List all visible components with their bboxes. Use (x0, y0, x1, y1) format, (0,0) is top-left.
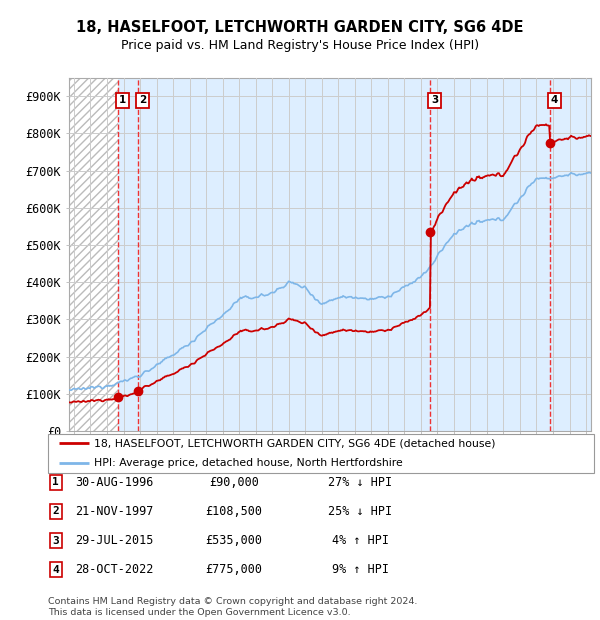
Text: 30-AUG-1996: 30-AUG-1996 (75, 476, 153, 489)
Text: £108,500: £108,500 (205, 505, 263, 518)
Text: 2: 2 (52, 507, 59, 516)
Bar (118, 78, 550, 431)
Text: 2: 2 (139, 95, 146, 105)
Text: Contains HM Land Registry data © Crown copyright and database right 2024.
This d: Contains HM Land Registry data © Crown c… (48, 598, 418, 617)
FancyBboxPatch shape (48, 434, 594, 473)
Bar (69, 78, 118, 431)
Text: 21-NOV-1997: 21-NOV-1997 (75, 505, 153, 518)
Text: 1: 1 (118, 95, 126, 105)
Text: 1: 1 (52, 477, 59, 487)
Text: 4: 4 (52, 565, 59, 575)
Text: 3: 3 (52, 536, 59, 546)
Text: 29-JUL-2015: 29-JUL-2015 (75, 534, 153, 547)
Text: 27% ↓ HPI: 27% ↓ HPI (328, 476, 392, 489)
Text: 3: 3 (431, 95, 438, 105)
Text: 25% ↓ HPI: 25% ↓ HPI (328, 505, 392, 518)
Text: 18, HASELFOOT, LETCHWORTH GARDEN CITY, SG6 4DE: 18, HASELFOOT, LETCHWORTH GARDEN CITY, S… (76, 20, 524, 35)
Text: 9% ↑ HPI: 9% ↑ HPI (331, 564, 389, 576)
Text: £535,000: £535,000 (205, 534, 263, 547)
Text: Price paid vs. HM Land Registry's House Price Index (HPI): Price paid vs. HM Land Registry's House … (121, 39, 479, 52)
Text: £775,000: £775,000 (205, 564, 263, 576)
Text: £90,000: £90,000 (209, 476, 259, 489)
Text: 18, HASELFOOT, LETCHWORTH GARDEN CITY, SG6 4DE (detached house): 18, HASELFOOT, LETCHWORTH GARDEN CITY, S… (94, 438, 496, 448)
Text: 28-OCT-2022: 28-OCT-2022 (75, 564, 153, 576)
Text: 4% ↑ HPI: 4% ↑ HPI (331, 534, 389, 547)
Text: 4: 4 (551, 95, 558, 105)
Bar (550, 78, 591, 431)
Text: HPI: Average price, detached house, North Hertfordshire: HPI: Average price, detached house, Nort… (94, 458, 403, 468)
